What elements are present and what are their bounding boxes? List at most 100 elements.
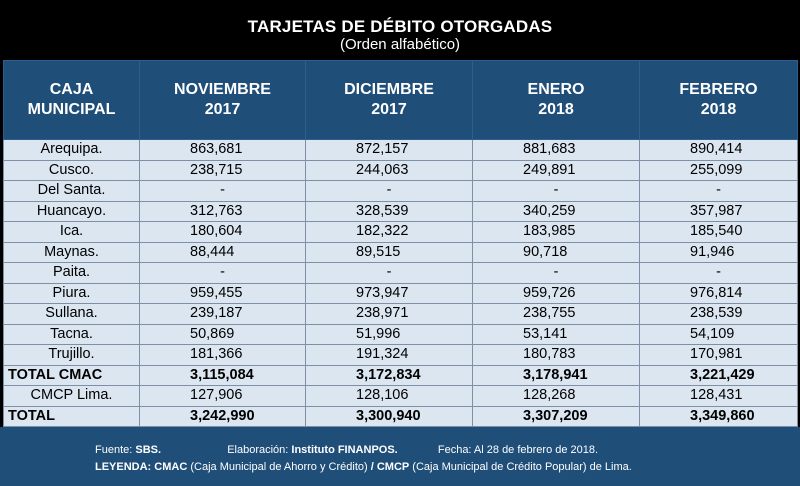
row-label: Cusco.	[3, 159, 140, 181]
row-value: 127,906	[139, 385, 306, 407]
header-line: NOVIEMBRE	[174, 81, 271, 98]
row-value: 973,947	[305, 282, 473, 304]
row-value: 312,763	[139, 200, 306, 222]
header-line: 2018	[538, 101, 574, 118]
row-value: 3,300,940	[305, 405, 473, 427]
row-value: 88,444	[139, 241, 306, 263]
row-label: Maynas.	[3, 241, 140, 263]
row-value: 170,981	[639, 344, 798, 366]
table-row: Sullana. 239,187 238,971 238,755 238,539	[3, 303, 798, 325]
row-value: 128,431	[639, 385, 798, 407]
cmac-label: CMAC	[154, 461, 188, 473]
table-row: Trujillo. 181,366 191,324 180,783 170,981	[3, 344, 798, 366]
row-value: -	[472, 262, 640, 284]
row-label: Sullana.	[3, 303, 140, 325]
header-caja-municipal: CAJA MUNICIPAL	[3, 60, 140, 140]
footer: Fuente: SBS. Elaboración: Instituto FINA…	[0, 427, 800, 486]
row-label: Del Santa.	[3, 180, 140, 202]
header-row: CAJA MUNICIPAL NOVIEMBRE 2017 DICIEMBRE …	[3, 60, 798, 140]
title-block: TARJETAS DE DÉBITO OTORGADAS (Orden alfa…	[0, 0, 800, 60]
report-title: TARJETAS DE DÉBITO OTORGADAS	[247, 17, 553, 36]
row-label: CMCP Lima.	[3, 385, 140, 407]
row-value: -	[139, 262, 306, 284]
row-value: 180,783	[472, 344, 640, 366]
header-febrero-2018: FEBRERO 2018	[639, 60, 798, 140]
elaboracion-value: Instituto FINANPOS.	[291, 444, 398, 456]
row-value: 340,259	[472, 200, 640, 222]
row-value: 3,178,941	[472, 364, 640, 386]
row-value: 3,172,834	[305, 364, 473, 386]
row-label: Arequipa.	[3, 139, 140, 161]
row-value: 3,115,084	[139, 364, 306, 386]
row-value: 183,985	[472, 221, 640, 243]
table-row: Paita. - - - -	[3, 262, 798, 284]
row-label: TOTAL	[3, 405, 140, 427]
header-line: FEBRERO	[679, 81, 758, 98]
row-value: 128,268	[472, 385, 640, 407]
row-value: 91,946	[639, 241, 798, 263]
row-value: 50,869	[139, 323, 306, 345]
row-label: Trujillo.	[3, 344, 140, 366]
row-value: 90,718	[472, 241, 640, 263]
row-value: 357,987	[639, 200, 798, 222]
row-value: 53,141	[472, 323, 640, 345]
row-value: 51,996	[305, 323, 473, 345]
row-value: 238,971	[305, 303, 473, 325]
header-line: CAJA	[49, 81, 94, 98]
table-row: Del Santa. - - - -	[3, 180, 798, 202]
cmac-desc: (Caja Municipal de Ahorro y Crédito)	[190, 461, 368, 473]
row-value: -	[639, 180, 798, 202]
row-label: Huancayo.	[3, 200, 140, 222]
table-row: TOTAL 3,242,990 3,300,940 3,307,209 3,349,86…	[3, 405, 798, 427]
row-value: 180,604	[139, 221, 306, 243]
header-line: MUNICIPAL	[27, 101, 116, 118]
table-row: Tacna. 50,869 51,996 53,141 54,109	[3, 323, 798, 345]
row-value: 185,540	[639, 221, 798, 243]
table-row: Cusco. 238,715 244,063 249,891 255,099	[3, 159, 798, 181]
header-line: 2017	[204, 101, 241, 118]
row-label: Paita.	[3, 262, 140, 284]
footer-source-line: Fuente: SBS. Elaboración: Instituto FINA…	[95, 444, 598, 456]
row-value: 181,366	[139, 344, 306, 366]
debit-cards-table: CAJA MUNICIPAL NOVIEMBRE 2017 DICIEMBRE …	[3, 60, 798, 427]
row-label: Tacna.	[3, 323, 140, 345]
table-body: Arequipa. 863,681 872,157 881,683 890,414 Cus…	[3, 139, 798, 427]
row-value: 959,455	[139, 282, 306, 304]
header-enero-2018: ENERO 2018	[472, 60, 640, 140]
row-value: 54,109	[639, 323, 798, 345]
header-line: DICIEMBRE	[344, 81, 434, 98]
footer-legend-line: LEYENDA: CMAC (Caja Municipal de Ahorro …	[95, 461, 632, 473]
row-value: -	[472, 180, 640, 202]
table-row: Arequipa. 863,681 872,157 881,683 890,414	[3, 139, 798, 161]
cmcp-desc: (Caja Municipal de Crédito Popular) de L…	[412, 461, 632, 473]
elaboracion-label: Elaboración:	[227, 444, 289, 456]
cmcp-label: / CMCP	[370, 461, 410, 473]
table-row: Piura. 959,455 973,947 959,726 976,814	[3, 282, 798, 304]
row-value: 3,242,990	[139, 405, 306, 427]
row-value: 191,324	[305, 344, 473, 366]
header-diciembre-2017: DICIEMBRE 2017	[305, 60, 473, 140]
header-noviembre-2017: NOVIEMBRE 2017	[139, 60, 306, 140]
table-row: Huancayo. 312,763 328,539 340,259 357,987	[3, 200, 798, 222]
header-line: 2018	[700, 101, 737, 118]
row-value: 182,322	[305, 221, 473, 243]
row-label: Piura.	[3, 282, 140, 304]
fecha-text: Fecha: Al 28 de febrero de 2018.	[437, 444, 599, 456]
header-line: 2017	[371, 101, 407, 118]
row-value: 238,715	[139, 159, 306, 181]
row-value: 872,157	[305, 139, 473, 161]
row-value: -	[305, 262, 473, 284]
row-value: 3,349,860	[639, 405, 798, 427]
table-row: Maynas. 88,444 89,515 90,718 91,946	[3, 241, 798, 263]
row-value: -	[639, 262, 798, 284]
row-value: 238,539	[639, 303, 798, 325]
row-value: 255,099	[639, 159, 798, 181]
table-row: Ica. 180,604 182,322 183,985 185,540	[3, 221, 798, 243]
row-label: Ica.	[3, 221, 140, 243]
leyenda-label: LEYENDA:	[95, 461, 152, 473]
row-label: TOTAL CMAC	[3, 364, 140, 386]
row-value: 3,221,429	[639, 364, 798, 386]
table-row: CMCP Lima. 127,906 128,106 128,268 128,431	[3, 385, 798, 407]
table-row: TOTAL CMAC 3,115,084 3,172,834 3,178,941 3,2…	[3, 364, 798, 386]
